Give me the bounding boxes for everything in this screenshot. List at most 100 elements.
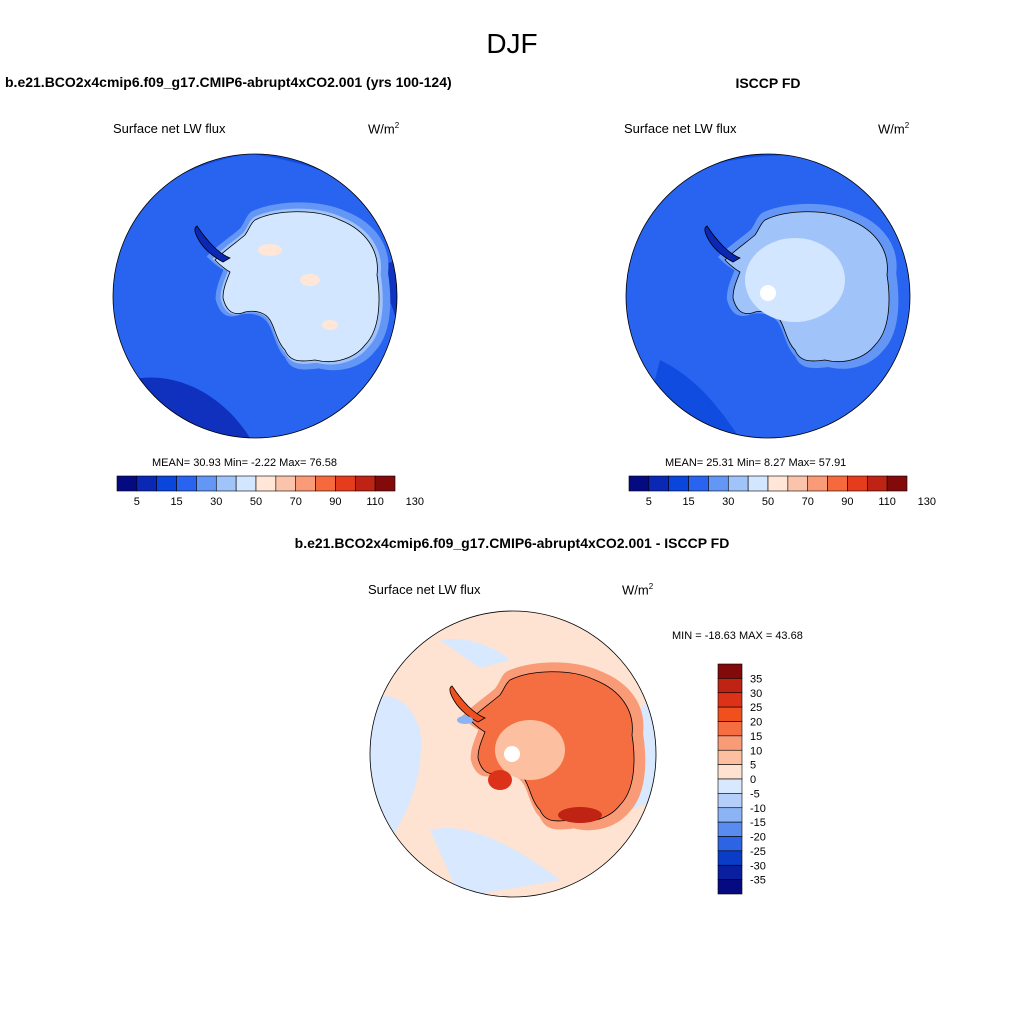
diff-colorbar-box-9 — [717, 793, 743, 809]
diff-interior-moderate — [495, 720, 565, 780]
model-colorbar-box-7 — [255, 475, 277, 492]
diff-colorbar-tick-label-14: -35 — [750, 875, 766, 887]
diff-coastal-max — [558, 807, 602, 823]
obs-colorbar-box-8 — [787, 475, 809, 492]
diff-variable-label: Surface net LW flux — [368, 582, 481, 597]
diff-colorbar-tick-label-12: -25 — [750, 846, 766, 858]
model-colorbar-tick-label-4: 70 — [290, 496, 302, 508]
diff-cool-patch-north — [440, 639, 510, 668]
model-colorbar-box-5 — [215, 475, 237, 492]
obs-colorbar-tick-label-1: 15 — [682, 496, 694, 508]
model-map-border — [112, 153, 398, 439]
obs-colorbar-box-4 — [708, 475, 729, 492]
obs-colorbar-tick-label-4: 70 — [802, 496, 814, 508]
diff-colorbar-box-6 — [717, 749, 743, 765]
diff-pole-gap — [504, 746, 520, 762]
model-stats: MEAN= 30.93 Min= -2.22 Max= 76.58 — [152, 457, 337, 469]
model-colorbar-tick-label-7: 130 — [406, 496, 424, 508]
diff-colorbar-tick-label-6: 5 — [750, 760, 756, 772]
diff-colorbar-box-4 — [717, 721, 743, 737]
obs-map — [625, 153, 911, 439]
model-colorbar-tick-label-2: 30 — [210, 496, 222, 508]
obs-colorbar: 5 15 30 50 70 90 110 130 — [628, 475, 936, 508]
model-colorbar-box-10 — [315, 475, 336, 492]
diff-panel-title: b.e21.BCO2x4cmip6.f09_g17.CMIP6-abrupt4x… — [294, 535, 730, 551]
diff-colorbar-tick-label-3: 20 — [750, 717, 762, 729]
diff-colorbar-tick-label-1: 30 — [750, 688, 762, 700]
obs-colorbar-box-1 — [648, 475, 670, 492]
diff-map-border — [369, 610, 657, 898]
model-colorbar-box-13 — [374, 475, 396, 492]
model-warm-patch-2 — [300, 274, 320, 286]
diff-colorbar-box-10 — [717, 807, 743, 823]
diff-colorbar-tick-label-5: 10 — [750, 745, 762, 757]
model-colorbar-box-8 — [275, 475, 297, 492]
model-colorbar-tick-label-0: 5 — [134, 496, 140, 508]
obs-colorbar-box-6 — [747, 475, 769, 492]
diff-colorbar-box-15 — [717, 879, 743, 895]
obs-colorbar-tick-label-7: 130 — [918, 496, 936, 508]
obs-colorbar-box-9 — [807, 475, 828, 492]
model-colorbar-box-6 — [235, 475, 257, 492]
diff-colorbar-box-12 — [717, 836, 743, 852]
model-colorbar-box-3 — [176, 475, 197, 492]
obs-colorbar-box-3 — [688, 475, 709, 492]
model-colorbar-box-9 — [295, 475, 316, 492]
model-colorbar-box-1 — [136, 475, 158, 492]
model-colorbar-box-0 — [116, 475, 138, 492]
diff-colorbar-box-2 — [717, 692, 743, 708]
diff-colorbar-tick-label-9: -10 — [750, 803, 766, 815]
model-warm-patch-1 — [258, 244, 282, 256]
obs-colorbar-box-7 — [767, 475, 789, 492]
model-colorbar-box-2 — [156, 475, 177, 492]
diff-ross-warm — [488, 770, 512, 790]
model-warm-patch-3 — [322, 320, 338, 330]
model-panel-title: b.e21.BCO2x4cmip6.f09_g17.CMIP6-abrupt4x… — [5, 74, 452, 90]
model-colorbar: 5 15 30 50 70 90 110 130 — [116, 475, 424, 508]
diff-cool-patch-south — [430, 828, 560, 897]
model-colorbar-box-11 — [335, 475, 356, 492]
obs-colorbar-tick-label-3: 50 — [762, 496, 774, 508]
obs-colorbar-tick-label-5: 90 — [841, 496, 853, 508]
diff-colorbar-tick-label-11: -20 — [750, 832, 766, 844]
obs-stats: MEAN= 25.31 Min= 8.27 Max= 57.91 — [665, 457, 847, 469]
diff-map — [369, 610, 657, 898]
model-colorbar-tick-label-5: 90 — [329, 496, 341, 508]
diff-stats: MIN = -18.63 MAX = 43.68 — [672, 630, 803, 642]
obs-colorbar-box-11 — [847, 475, 868, 492]
diff-colorbar-box-7 — [717, 764, 743, 780]
obs-colorbar-box-13 — [886, 475, 908, 492]
diff-colorbar-tick-label-0: 35 — [750, 673, 762, 685]
diff-colorbar-box-13 — [717, 850, 743, 866]
obs-interior-light — [745, 238, 845, 322]
obs-pole-gap — [760, 285, 776, 301]
obs-units-label: W/m2 — [878, 121, 910, 137]
model-colorbar-tick-label-6: 110 — [366, 496, 384, 508]
model-map — [112, 153, 398, 439]
model-variable-label: Surface net LW flux — [113, 121, 226, 136]
obs-variable-label: Surface net LW flux — [624, 121, 737, 136]
obs-panel-title: ISCCP FD — [735, 75, 801, 91]
obs-colorbar-tick-label-2: 30 — [722, 496, 734, 508]
obs-colorbar-box-10 — [827, 475, 848, 492]
diff-colorbar: 35 30 25 20 15 10 5 0 -5 -10 -15 -20 -25 -30 -35 — [717, 663, 766, 895]
diff-colorbar-box-3 — [717, 706, 743, 722]
diff-colorbar-tick-label-10: -15 — [750, 817, 766, 829]
obs-map-border — [625, 153, 911, 439]
obs-colorbar-box-12 — [866, 475, 888, 492]
diff-colorbar-tick-label-13: -30 — [750, 860, 766, 872]
diff-colorbar-box-11 — [717, 821, 743, 837]
model-colorbar-tick-label-1: 15 — [170, 496, 182, 508]
diff-colorbar-box-14 — [717, 864, 743, 880]
obs-colorbar-box-2 — [668, 475, 689, 492]
obs-colorbar-tick-label-6: 110 — [878, 496, 896, 508]
figure-title: DJF — [486, 28, 538, 59]
obs-colorbar-tick-label-0: 5 — [646, 496, 652, 508]
diff-units-label: W/m2 — [622, 582, 654, 598]
model-colorbar-tick-label-3: 50 — [250, 496, 262, 508]
diff-colorbar-box-5 — [717, 735, 743, 751]
diff-colorbar-box-0 — [717, 663, 743, 679]
diff-colorbar-tick-label-8: -5 — [750, 788, 760, 800]
diff-colorbar-box-8 — [717, 778, 743, 794]
obs-colorbar-box-0 — [628, 475, 650, 492]
